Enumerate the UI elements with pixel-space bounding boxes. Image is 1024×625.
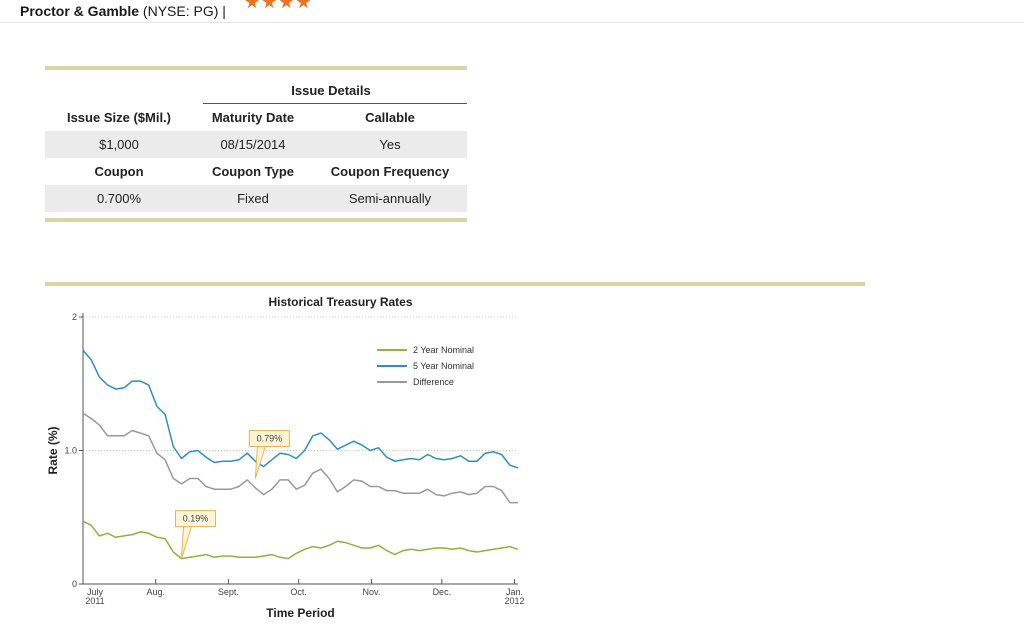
series-line-difference <box>82 412 518 504</box>
issue-size-header: Issue Size ($Mil.) <box>66 110 172 125</box>
x-tick-label: Oct. <box>290 587 307 597</box>
annotation-box <box>174 510 216 528</box>
x-tick-label: Dec. <box>433 587 452 597</box>
star-icon: ★ <box>261 0 279 12</box>
company-title: Proctor & Gamble (NYSE: PG) | <box>20 3 226 19</box>
x-tick-label-year: 2012 <box>505 596 525 606</box>
coupon-value: 0.700% <box>45 185 193 212</box>
star-icon: ★ <box>295 0 313 12</box>
x-axis-title: Time Period <box>266 606 334 620</box>
table-row: $1,000 08/15/2014 Yes <box>45 131 467 158</box>
coupon-type-header: Coupon Type <box>211 164 295 179</box>
callable-header: Callable <box>365 110 415 125</box>
y-tick-label: 0 <box>72 579 77 589</box>
legend-label: 5 Year Nominal <box>413 361 474 371</box>
title-divider <box>203 103 467 104</box>
issue-details-panel: Issue Details Issue Size ($Mil.) Maturit… <box>45 66 467 222</box>
y-axis-title: Rate (%) <box>46 426 60 474</box>
x-tick-label: Sept. <box>218 587 239 597</box>
annotation-label: 0.19% <box>183 514 209 524</box>
issue-size-value: $1,000 <box>45 131 193 158</box>
treasury-rates-panel: Historical Treasury Rates 0 1.0 2 July 2011 Au… <box>45 282 865 625</box>
chart-title: Historical Treasury Rates <box>268 295 412 309</box>
maturity-date-header: Maturity Date <box>211 110 295 125</box>
x-tick-label: Nov. <box>362 587 380 597</box>
annotation-label: 0.79% <box>257 434 283 444</box>
rating-stars: ★★★★ <box>244 0 313 13</box>
table-row: Issue Size ($Mil.) Maturity Date Callabl… <box>45 104 467 131</box>
table-row: Coupon Coupon Type Coupon Frequency <box>45 158 467 185</box>
x-tick-label-year: 2011 <box>85 596 104 606</box>
coupon-frequency-value: Semi-annually <box>313 185 467 212</box>
x-tick-label: Aug. <box>146 587 165 597</box>
x-tick-label: Jan. <box>506 587 523 597</box>
page-header: Proctor & Gamble (NYSE: PG) | ★★★★ <box>0 0 1024 23</box>
maturity-date-value: 08/15/2014 <box>193 131 313 158</box>
coupon-type-value: Fixed <box>193 185 313 212</box>
legend-label: 2 Year Nominal <box>413 345 474 355</box>
annotation-pointer <box>180 526 192 559</box>
x-tick-label: July <box>87 587 104 597</box>
series-line-2-year-nominal <box>82 520 519 560</box>
ticker-label: (NYSE: PG) | <box>142 3 226 19</box>
table-spacer <box>45 212 467 218</box>
callable-value: Yes <box>313 131 467 158</box>
star-icon: ★ <box>278 0 296 12</box>
y-tick-label: 2 <box>72 312 77 322</box>
star-icon: ★ <box>244 0 262 12</box>
coupon-frequency-header: Coupon Frequency <box>330 164 450 179</box>
issue-details-table: Issue Size ($Mil.) Maturity Date Callabl… <box>45 104 467 212</box>
issue-details-title: Issue Details <box>291 83 371 98</box>
coupon-header: Coupon <box>94 164 144 179</box>
annotation-pointer <box>254 446 266 479</box>
series-line-5-year-nominal <box>82 349 519 469</box>
y-tick-label: 1.0 <box>64 446 77 456</box>
annotation-box <box>248 430 290 448</box>
table-row: 0.700% Fixed Semi-annually <box>45 185 467 212</box>
legend-label: Difference <box>413 377 454 387</box>
